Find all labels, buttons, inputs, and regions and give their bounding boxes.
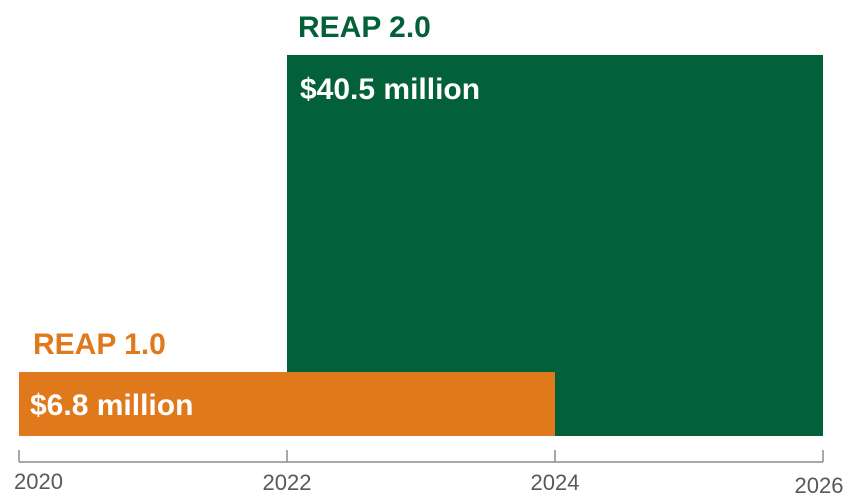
- value-label-reap-1-0: $6.8 million: [30, 389, 193, 422]
- x-tick-label: 2022: [263, 470, 312, 495]
- x-tick-label: 2020: [14, 469, 63, 494]
- series-label-reap-1-0: REAP 1.0: [33, 328, 166, 361]
- value-label-reap-2-0: $40.5 million: [300, 73, 480, 106]
- bar-reap-1-0: [19, 372, 555, 436]
- series-label-reap-2-0: REAP 2.0: [298, 11, 431, 44]
- x-axis: 2020 2022 2024 2026: [14, 450, 843, 497]
- x-tick-label: 2026: [795, 473, 844, 497]
- x-tick-label: 2024: [531, 470, 580, 495]
